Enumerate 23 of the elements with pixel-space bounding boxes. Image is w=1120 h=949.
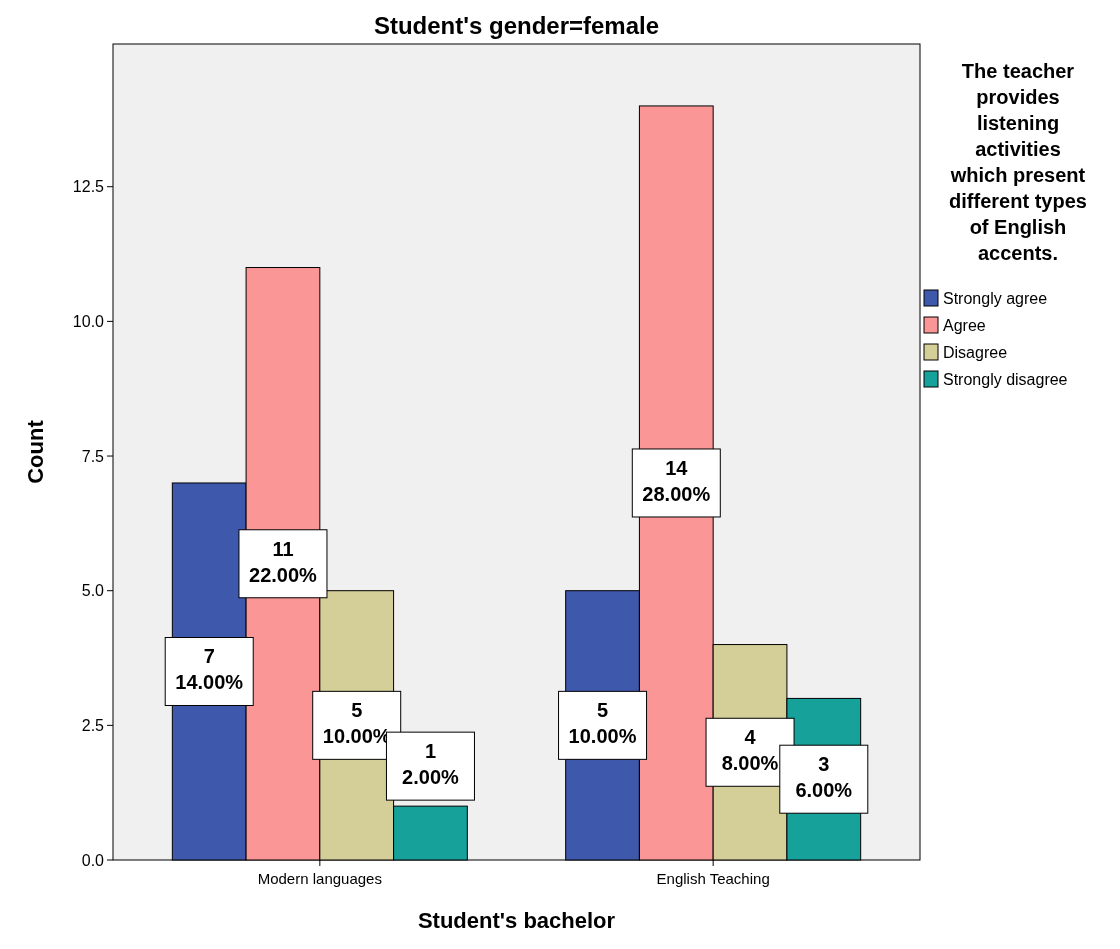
legend-label: Agree bbox=[943, 316, 986, 334]
legend-label: Strongly agree bbox=[943, 289, 1048, 307]
data-label: 3 6.00% bbox=[795, 753, 853, 802]
x-tick-label: Modern languages bbox=[257, 870, 382, 887]
y-axis-title: Count bbox=[23, 419, 48, 484]
data-label: 5 10.00% bbox=[568, 699, 637, 748]
y-tick-label: 0.0 bbox=[81, 851, 105, 869]
y-tick-label: 12.5 bbox=[72, 178, 105, 196]
legend-label: Strongly disagree bbox=[943, 370, 1068, 388]
chart-title: Student's gender=female bbox=[373, 12, 660, 39]
x-axis-title: Student's bachelor bbox=[417, 908, 616, 933]
y-tick-label: 2.5 bbox=[81, 716, 105, 734]
data-label: 1 2.00% bbox=[402, 740, 460, 789]
y-tick-label: 7.5 bbox=[81, 447, 105, 465]
data-label: 4 8.00% bbox=[721, 726, 779, 775]
legend-title: The teacher provides listening activities which present different types of English accents. bbox=[949, 60, 1087, 264]
data-label: 11 22.00% bbox=[249, 537, 318, 586]
data-label: 14 28.00% bbox=[642, 456, 711, 505]
legend-label: Disagree bbox=[943, 343, 1008, 361]
x-tick-label: English Teaching bbox=[656, 870, 770, 887]
y-tick-label: 10.0 bbox=[72, 312, 105, 330]
y-tick-label: 5.0 bbox=[81, 582, 105, 600]
data-label: 7 14.00% bbox=[175, 645, 244, 694]
